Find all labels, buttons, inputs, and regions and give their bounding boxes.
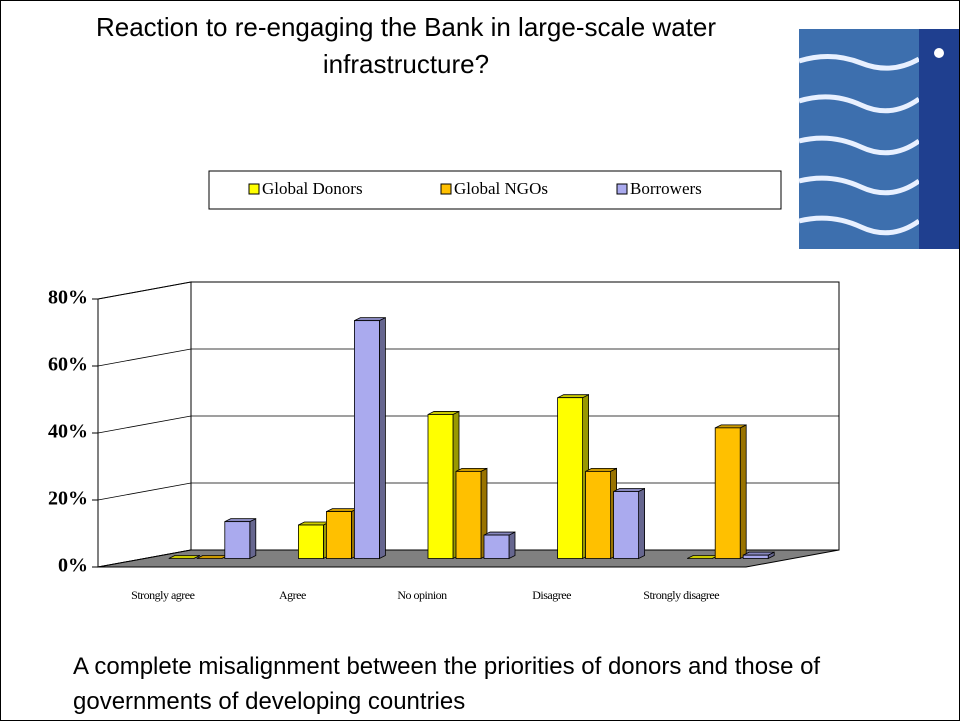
bar-top [483,531,516,536]
bar [455,470,482,559]
legend-label: Borrowers [630,179,702,198]
bar-top [298,521,330,526]
y-tick-label: 40% [48,421,88,443]
bar [585,470,611,559]
grid-line [97,348,839,367]
bar-top [196,555,228,559]
slide-title: Reaction to re-engaging the Bank in larg… [95,12,717,79]
bar-top [557,394,589,399]
grid-line [97,482,839,501]
bar-top [455,467,488,472]
bar [714,427,741,559]
y-tick-label: 20% [48,488,88,510]
bar [325,511,352,559]
y-tick-label: 60% [48,354,88,376]
x-tick-label: No opinion [397,588,447,602]
report-cover [798,29,959,249]
x-tick-label: Agree [278,588,306,602]
bar-top [168,555,200,559]
bar [353,320,380,559]
bar-side [739,424,747,560]
bar-top [326,508,358,513]
bar-top [715,424,747,429]
bar-top [354,317,386,322]
legend-label: Global NGOs [454,179,548,198]
y-tick-label: 80% [48,287,88,309]
legend-box [208,170,782,210]
bar-top [743,551,775,556]
bar-top [585,467,617,472]
bar-side [249,518,257,560]
bar-side [638,487,645,560]
bar [224,521,251,559]
bar [297,524,324,559]
grid-line [97,415,839,434]
x-tick-label: Strongly disagree [643,588,720,602]
bar [742,554,769,559]
bar-top [427,411,460,415]
bar-top [224,518,256,523]
bar [427,414,454,559]
grid-line [97,281,839,300]
bar [483,534,510,559]
legend-swatch [248,183,260,195]
y-tick-label: 0% [58,555,88,577]
bar-side [508,531,516,560]
bar [613,491,639,559]
legend-swatch [440,183,452,195]
bar-top [687,555,719,559]
x-tick-label: Disagree [532,588,571,602]
legend-swatch [616,183,628,195]
x-tick-label: Strongly agree [131,588,195,602]
bar-top [613,488,645,492]
bar-side [378,317,386,560]
bar [557,397,583,559]
caption: A complete misalignment between the prio… [73,653,821,715]
legend-label: Global Donors [262,179,363,198]
